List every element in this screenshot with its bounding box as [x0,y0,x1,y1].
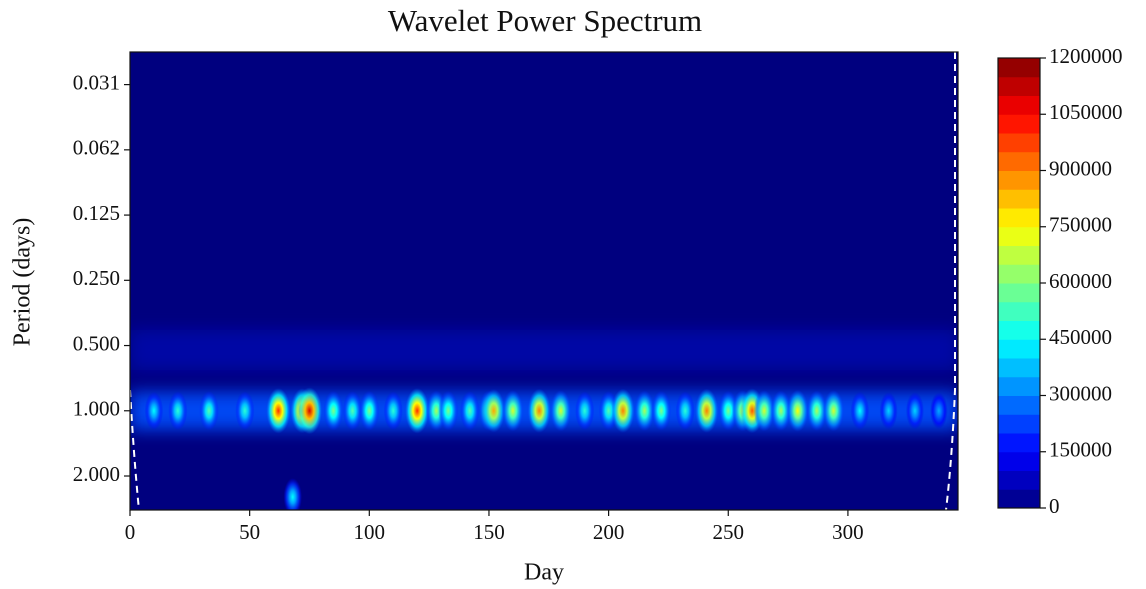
cone-of-influence [945,52,956,510]
colorbar-swatch [998,358,1040,378]
heat-blob [930,392,948,430]
heat-blob [905,392,924,430]
colorbar-swatch [998,301,1040,321]
colorbar-swatch [998,245,1040,265]
heat-blob [199,391,219,431]
heat-blob [502,390,524,432]
heat-blob [235,391,255,431]
colorbar-swatch [998,433,1040,453]
heat-blob [611,388,635,433]
heat-blob [438,390,459,431]
colorbar-swatch [998,451,1040,471]
x-tick-label: 100 [354,520,386,544]
colorbar-tick-label: 600000 [1049,269,1112,293]
colorbar-swatch [998,283,1040,303]
colorbar-swatch [998,189,1040,209]
x-tick-label: 0 [125,520,136,544]
colorbar-swatch [998,339,1040,359]
colorbar-swatch [998,114,1040,134]
colorbar-swatch [998,208,1040,228]
colorbar-swatch [998,489,1040,509]
background [130,52,958,510]
y-tick-label: 0.500 [73,331,120,355]
y-axis-label: Period (days) [10,218,36,347]
heat-blob [266,388,291,434]
colorbar-tick-label: 1050000 [1049,100,1123,124]
x-tick-label: 50 [239,520,260,544]
heat-blob [527,388,551,433]
background-band [130,330,958,370]
colorbar-swatch [998,58,1040,78]
heat-blob [651,390,672,431]
colorbar-swatch [998,226,1040,246]
heat-blob [770,390,792,432]
colorbar-swatch [998,395,1040,415]
heat-blob [879,392,898,430]
heat-blob [359,390,380,431]
y-tick-label: 0.250 [73,266,120,290]
heat-blob [823,390,845,432]
plot-frame [129,51,959,511]
colorbar-swatch [998,95,1040,115]
heat-blob [405,388,430,434]
heat-blob [575,391,595,431]
y-tick-label: 2.000 [73,462,120,486]
colorbar-tick-label: 450000 [1049,325,1112,349]
heat-blob [168,391,188,431]
heat-blob [695,388,719,433]
heat-blob [850,391,870,430]
y-tick-label: 0.062 [73,136,120,160]
heat-blobs [144,387,948,510]
colorbar-tick-label: 150000 [1049,438,1112,462]
colorbar-swatch [998,470,1040,490]
y-tick-label: 1.000 [73,397,120,421]
heat-blob [550,390,572,432]
heat-blob [718,390,739,431]
x-tick-label: 300 [832,520,864,544]
plot-area [130,52,958,510]
colorbar-tick-label: 750000 [1049,213,1112,237]
colorbar-swatch [998,376,1040,396]
heat-blob [460,391,480,431]
x-tick-label: 150 [473,520,505,544]
chart-title: Wavelet Power Spectrum [388,3,702,38]
heat-blob [786,389,809,432]
colorbar-swatch [998,414,1040,434]
y-tick-label: 0.125 [73,201,120,225]
colorbar-swatch [998,264,1040,284]
heat-blob [283,478,302,510]
colorbar-swatch [998,151,1040,171]
heat-blob [342,391,363,431]
heat-blob [806,390,828,432]
y-tick-label: 0.031 [73,70,120,94]
colorbar-swatch [998,76,1040,96]
colorbar-tick-label: 900000 [1049,156,1112,180]
x-axis-label: Day [524,560,564,586]
colorbar-swatch [998,170,1040,190]
heat-blob [144,391,164,430]
heat-blob [383,391,403,431]
colorbar-swatch [998,320,1040,340]
heat-blob [634,390,655,432]
colorbar-swatch [998,133,1040,153]
colorbar: 0 150000 300000 450000 600000 750000 900000 105… [997,44,1123,518]
colorbar-tick-label: 0 [1049,494,1060,518]
x-tick-label: 250 [713,520,745,544]
colorbar-tick-label: 1200000 [1049,44,1123,68]
heat-blob [323,390,344,431]
heat-blob [296,387,322,435]
x-tick-label: 200 [593,520,625,544]
cone-of-influence [130,389,140,510]
heat-blob [482,389,505,433]
heat-blob [753,390,775,432]
colorbar-tick-label: 300000 [1049,381,1112,405]
heat-blob [675,391,695,431]
